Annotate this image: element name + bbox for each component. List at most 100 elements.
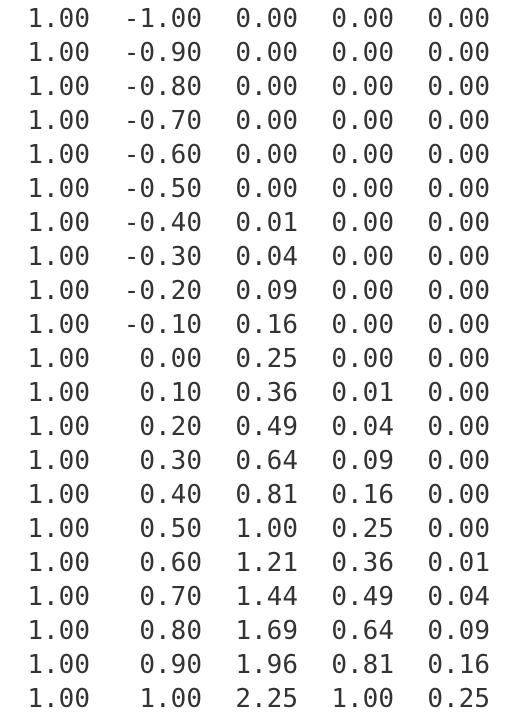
matrix-cell: 1.00 — [27, 38, 90, 68]
matrix-cell: 0.00 — [331, 174, 394, 204]
matrix-cell: 1.00 — [27, 72, 90, 102]
matrix-cell: 0.81 — [235, 480, 298, 510]
matrix-cell: 0.36 — [331, 548, 394, 578]
matrix-row: 1.00 -0.10 0.16 0.00 0.00 — [24, 308, 490, 342]
matrix-cell: 0.81 — [331, 650, 394, 680]
matrix-row: 1.00 -0.80 0.00 0.00 0.00 — [24, 70, 490, 104]
matrix-cell: 1.00 — [27, 616, 90, 646]
matrix-cell: 0.01 — [427, 548, 490, 578]
matrix-cell: -1.00 — [123, 4, 202, 34]
matrix-cell: 1.00 — [27, 174, 90, 204]
matrix-cell: 0.64 — [331, 616, 394, 646]
matrix-cell: 0.00 — [235, 72, 298, 102]
matrix-cell: -0.30 — [123, 242, 202, 272]
matrix-cell: 0.00 — [427, 412, 490, 442]
matrix-cell: 1.00 — [27, 446, 90, 476]
matrix-cell: 0.09 — [427, 616, 490, 646]
matrix-cell: 1.00 — [27, 650, 90, 680]
matrix-cell: 0.16 — [331, 480, 394, 510]
matrix-row: 1.00 0.10 0.36 0.01 0.00 — [24, 376, 490, 410]
matrix-row: 1.00 -0.90 0.00 0.00 0.00 — [24, 36, 490, 70]
matrix-cell: 1.00 — [27, 412, 90, 442]
matrix-cell: 0.00 — [235, 174, 298, 204]
matrix-cell: 1.00 — [27, 310, 90, 340]
matrix-row: 1.00 0.30 0.64 0.09 0.00 — [24, 444, 490, 478]
matrix-cell: 0.00 — [427, 514, 490, 544]
matrix-cell: 0.00 — [331, 38, 394, 68]
matrix-row: 1.00 0.40 0.81 0.16 0.00 — [24, 478, 490, 512]
matrix-cell: 0.04 — [427, 582, 490, 612]
matrix-cell: 0.10 — [139, 378, 202, 408]
matrix-cell: 1.44 — [235, 582, 298, 612]
matrix-cell: 0.80 — [139, 616, 202, 646]
matrix-row: 1.00 0.00 0.25 0.00 0.00 — [24, 342, 490, 376]
matrix-row: 1.00 1.00 2.25 1.00 0.25 — [24, 682, 490, 716]
matrix-cell: 0.00 — [331, 242, 394, 272]
matrix-cell: 1.96 — [235, 650, 298, 680]
matrix-cell: 1.00 — [27, 514, 90, 544]
matrix-cell: 1.00 — [27, 344, 90, 374]
matrix-cell: 0.04 — [331, 412, 394, 442]
matrix-cell: 0.00 — [331, 72, 394, 102]
matrix-cell: 0.00 — [331, 276, 394, 306]
matrix-cell: 1.00 — [27, 208, 90, 238]
matrix-cell: 0.00 — [427, 72, 490, 102]
matrix-cell: 0.60 — [139, 548, 202, 578]
matrix-cell: 0.16 — [427, 650, 490, 680]
matrix-cell: 0.09 — [235, 276, 298, 306]
matrix-cell: 1.00 — [27, 242, 90, 272]
matrix-cell: 1.69 — [235, 616, 298, 646]
matrix-cell: 1.00 — [27, 480, 90, 510]
matrix-cell: 0.00 — [331, 4, 394, 34]
matrix-row: 1.00 -0.30 0.04 0.00 0.00 — [24, 240, 490, 274]
matrix-cell: 1.00 — [27, 106, 90, 136]
matrix-cell: 0.36 — [235, 378, 298, 408]
matrix-cell: 0.64 — [235, 446, 298, 476]
matrix-cell: -0.40 — [123, 208, 202, 238]
matrix-row: 1.00 0.80 1.69 0.64 0.09 — [24, 614, 490, 648]
matrix-cell: 1.00 — [27, 582, 90, 612]
matrix-row: 1.00 -0.70 0.00 0.00 0.00 — [24, 104, 490, 138]
matrix-row: 1.00 0.20 0.49 0.04 0.00 — [24, 410, 490, 444]
matrix-row: 1.00 -0.50 0.00 0.00 0.00 — [24, 172, 490, 206]
matrix-cell: 1.00 — [27, 4, 90, 34]
matrix-row: 1.00 0.90 1.96 0.81 0.16 — [24, 648, 490, 682]
matrix-cell: 0.00 — [331, 310, 394, 340]
matrix-cell: 0.00 — [331, 344, 394, 374]
matrix-cell: 0.30 — [139, 446, 202, 476]
matrix-cell: 0.00 — [427, 174, 490, 204]
matrix-cell: 0.04 — [235, 242, 298, 272]
matrix-cell: 0.00 — [427, 242, 490, 272]
matrix-cell: -0.50 — [123, 174, 202, 204]
matrix-cell: 0.00 — [427, 344, 490, 374]
matrix-cell: 0.00 — [139, 344, 202, 374]
matrix-cell: 0.90 — [139, 650, 202, 680]
matrix-cell: -0.90 — [123, 38, 202, 68]
matrix-cell: 0.00 — [235, 140, 298, 170]
matrix-row: 1.00 0.60 1.21 0.36 0.01 — [24, 546, 490, 580]
matrix-cell: 1.00 — [139, 684, 202, 714]
matrix-cell: 0.00 — [331, 208, 394, 238]
matrix-cell: 0.50 — [139, 514, 202, 544]
matrix-cell: 0.25 — [235, 344, 298, 374]
matrix-cell: 0.00 — [427, 276, 490, 306]
matrix-cell: -0.10 — [123, 310, 202, 340]
matrix-cell: 0.00 — [331, 106, 394, 136]
matrix-cell: -0.20 — [123, 276, 202, 306]
matrix-cell: -0.60 — [123, 140, 202, 170]
matrix-cell: 0.49 — [331, 582, 394, 612]
matrix-cell: -0.80 — [123, 72, 202, 102]
matrix-cell: 0.01 — [235, 208, 298, 238]
matrix-cell: 0.00 — [427, 4, 490, 34]
matrix-cell: 1.00 — [27, 140, 90, 170]
matrix-cell: 1.00 — [235, 514, 298, 544]
matrix-cell: 0.25 — [427, 684, 490, 714]
matrix-cell: 0.00 — [235, 106, 298, 136]
matrix-row: 1.00 -0.60 0.00 0.00 0.00 — [24, 138, 490, 172]
matrix-cell: 1.21 — [235, 548, 298, 578]
matrix-cell: 2.25 — [235, 684, 298, 714]
matrix-cell: 0.00 — [427, 140, 490, 170]
matrix-cell: 0.00 — [427, 38, 490, 68]
matrix-row: 1.00 0.70 1.44 0.49 0.04 — [24, 580, 490, 614]
matrix-cell: 1.00 — [27, 378, 90, 408]
